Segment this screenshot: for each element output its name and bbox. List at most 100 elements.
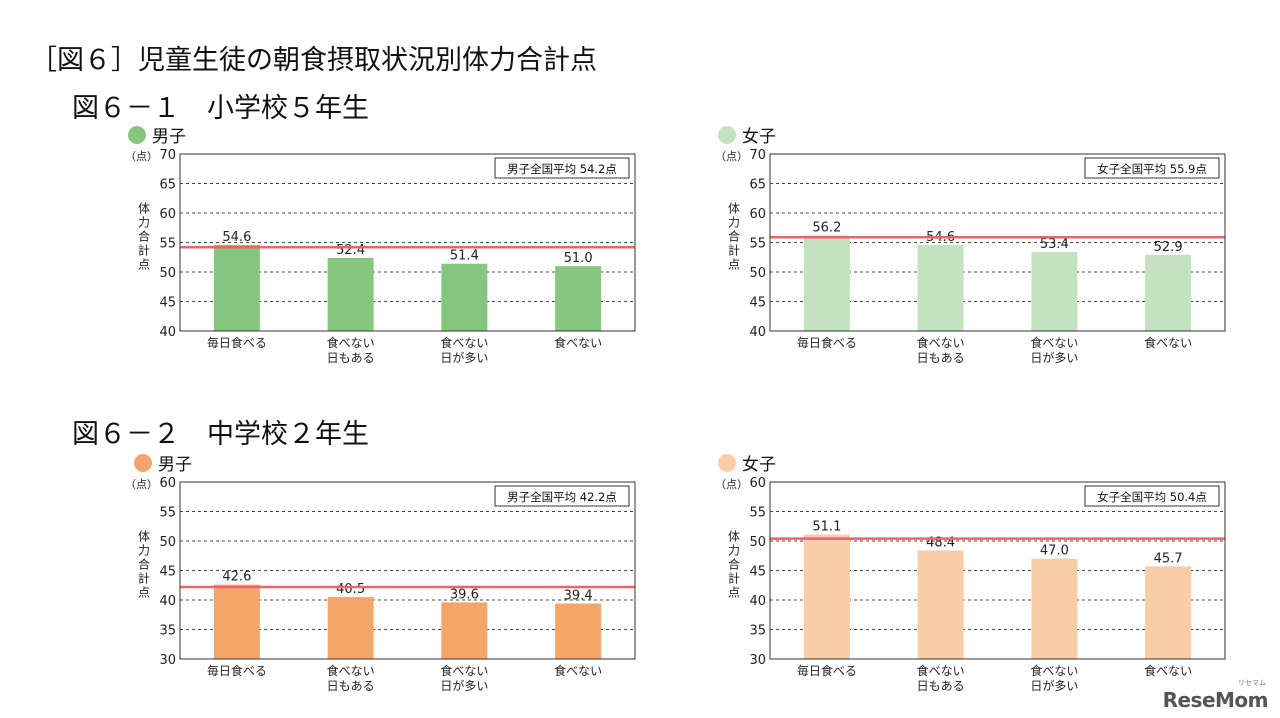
bar <box>1031 558 1078 659</box>
x-tick-label: 食べない <box>1144 663 1192 678</box>
y-axis-label-char: 合 <box>728 228 740 243</box>
bar <box>1145 566 1192 659</box>
data-label: 54.6 <box>222 230 251 245</box>
bar <box>441 602 488 659</box>
average-label-box <box>494 485 630 507</box>
bar <box>1145 254 1192 331</box>
data-label: 51.0 <box>564 251 593 266</box>
x-tick-label: 食べない <box>1030 335 1078 350</box>
legend-dot-icon <box>718 125 736 144</box>
y-unit-label: （点） <box>125 478 158 491</box>
y-tick-label: 50 <box>749 266 766 281</box>
y-tick-label: 70 <box>159 148 176 163</box>
y-axis-label-char: 力 <box>138 215 150 229</box>
chart-svg: 30 35 40 45 50 55 60（点） 体力合計点 42.6 毎日食べる 40.5 食べない日… <box>125 476 636 693</box>
average-label: 男子全国平均 42.2点 <box>507 490 617 504</box>
y-tick-label: 60 <box>159 207 176 222</box>
x-tick-label: 食べない <box>440 663 488 678</box>
x-tick-label: 食べない <box>554 335 602 350</box>
x-tick-label: 毎日食べる <box>797 663 857 678</box>
y-tick-label: 35 <box>159 624 176 639</box>
y-tick-label: 45 <box>749 296 766 311</box>
y-axis-label-char: 体 <box>138 529 150 543</box>
y-tick-label: 55 <box>749 506 766 521</box>
plot-frame <box>179 153 636 332</box>
x-tick-label: 日もある <box>327 679 375 693</box>
x-tick-label: 日が多い <box>440 350 488 365</box>
data-label: 51.4 <box>450 249 479 264</box>
y-unit-label: （点） <box>715 150 748 163</box>
chart-svg: 40455055606570（点）体力合計点56.2毎日食べる54.6食べない日… <box>715 148 1226 365</box>
x-tick-label: 食べない <box>327 335 375 350</box>
x-tick-label: 毎日食べる <box>207 335 267 350</box>
y-axis-label-char: 点 <box>728 585 740 599</box>
x-tick-label: 日が多い <box>1030 350 1078 365</box>
data-label: 52.4 <box>336 243 365 258</box>
plot-frame <box>769 153 1226 332</box>
bar <box>327 257 374 331</box>
y-axis-label-char: 合 <box>138 228 150 243</box>
bar <box>917 550 964 659</box>
data-label: 52.9 <box>1154 240 1183 255</box>
legend-label: 女子 <box>742 455 776 475</box>
x-tick-label: 食べない <box>554 663 602 678</box>
x-tick-label: 日もある <box>917 351 965 365</box>
x-tick-label: 食べない <box>440 335 488 350</box>
x-tick-label: 食べない <box>327 663 375 678</box>
y-tick-label: 50 <box>159 266 176 281</box>
y-tick-label: 60 <box>749 207 766 222</box>
legend-dot-icon <box>128 125 146 144</box>
x-tick-label: 日が多い <box>440 678 488 693</box>
bar <box>327 597 374 659</box>
y-tick-label: 65 <box>749 178 766 193</box>
bar <box>555 603 602 659</box>
y-tick-label: 40 <box>159 325 176 340</box>
y-axis-label-char: 点 <box>728 257 740 271</box>
y-axis-label-char: 合 <box>138 556 150 571</box>
x-tick-label: 毎日食べる <box>207 663 267 678</box>
page-title: ［図６］児童生徒の朝食摂取状況別体力合計点 <box>30 45 597 76</box>
y-tick-label: 45 <box>159 565 176 580</box>
data-label: 45.7 <box>1154 551 1183 566</box>
bar <box>213 584 260 659</box>
y-tick-label: 55 <box>159 237 176 252</box>
y-tick-label: 50 <box>749 535 766 550</box>
chart-junior-high-girls: 30 35 40 45 50 55 60 （点）体力合計点 51.1 毎日食べる 48.4 食べない日… <box>710 468 1240 712</box>
y-axis-label-char: 計 <box>138 242 150 257</box>
plot-frame <box>769 481 1226 660</box>
legend-elem-girl: 女子 <box>718 122 776 147</box>
y-tick-label: 30 <box>159 653 176 668</box>
chart-elementary-boys: 40 45 50 55 60 65 70 （点） 体力合計点 54.6 毎日食べる 52.4 食べない日… <box>120 140 650 384</box>
x-tick-label: 食べない <box>917 663 965 678</box>
legend-label: 女子 <box>742 127 776 147</box>
y-axis-label-char: 計 <box>138 570 150 585</box>
y-tick-label: 45 <box>749 565 766 580</box>
y-tick-label: 70 <box>749 148 766 163</box>
y-axis-label-char: 点 <box>138 585 150 599</box>
average-label: 女子全国平均 55.9点 <box>1097 162 1207 176</box>
y-axis-label-char: 力 <box>728 215 740 229</box>
y-tick-label: 40 <box>749 325 766 340</box>
chart-elementary-girls: 40 45 50 55 60 65 70 （点）体力合計点 56.2 毎日食べる 54.6 食べない日… <box>710 140 1240 384</box>
y-tick-label: 55 <box>159 506 176 521</box>
section-title-junior-high: 図６－２ 中学校２年生 <box>72 419 369 450</box>
y-axis-label-char: 計 <box>728 570 740 585</box>
x-tick-label: 日が多い <box>1030 678 1078 693</box>
chart-svg: 40 45 50 55 60 65 70（点） 体力合計点 54.6 毎日食べる 52.4 食べない日… <box>125 148 636 365</box>
y-axis-label-char: 合 <box>728 556 740 571</box>
data-label: 39.6 <box>450 587 479 602</box>
bar <box>555 266 602 331</box>
y-tick-label: 40 <box>749 594 766 609</box>
y-axis-label-char: 力 <box>728 543 740 557</box>
x-tick-label: 食べない <box>917 335 965 350</box>
legend-jh-girl: 女子 <box>718 450 776 475</box>
legend-jh-boy: 男子 <box>134 450 192 475</box>
y-tick-label: 60 <box>749 476 766 491</box>
legend-elem-boy: 男子 <box>128 122 186 147</box>
bar <box>803 235 850 331</box>
x-tick-label: 食べない <box>1030 663 1078 678</box>
y-tick-label: 65 <box>159 178 176 193</box>
legend-dot-icon <box>718 453 736 472</box>
legend-dot-icon <box>134 453 152 472</box>
data-label: 56.2 <box>812 220 841 235</box>
